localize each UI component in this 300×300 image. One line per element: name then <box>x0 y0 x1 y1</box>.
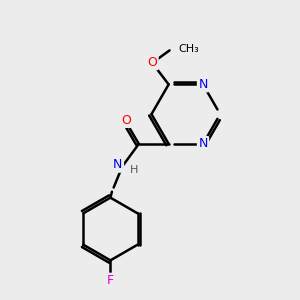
Text: H: H <box>130 165 138 175</box>
Text: N: N <box>198 78 208 91</box>
Text: N: N <box>113 158 123 171</box>
Text: N: N <box>198 137 208 150</box>
Text: CH₃: CH₃ <box>178 44 199 54</box>
Text: O: O <box>121 113 131 127</box>
Text: O: O <box>147 56 157 69</box>
Text: F: F <box>107 274 114 287</box>
